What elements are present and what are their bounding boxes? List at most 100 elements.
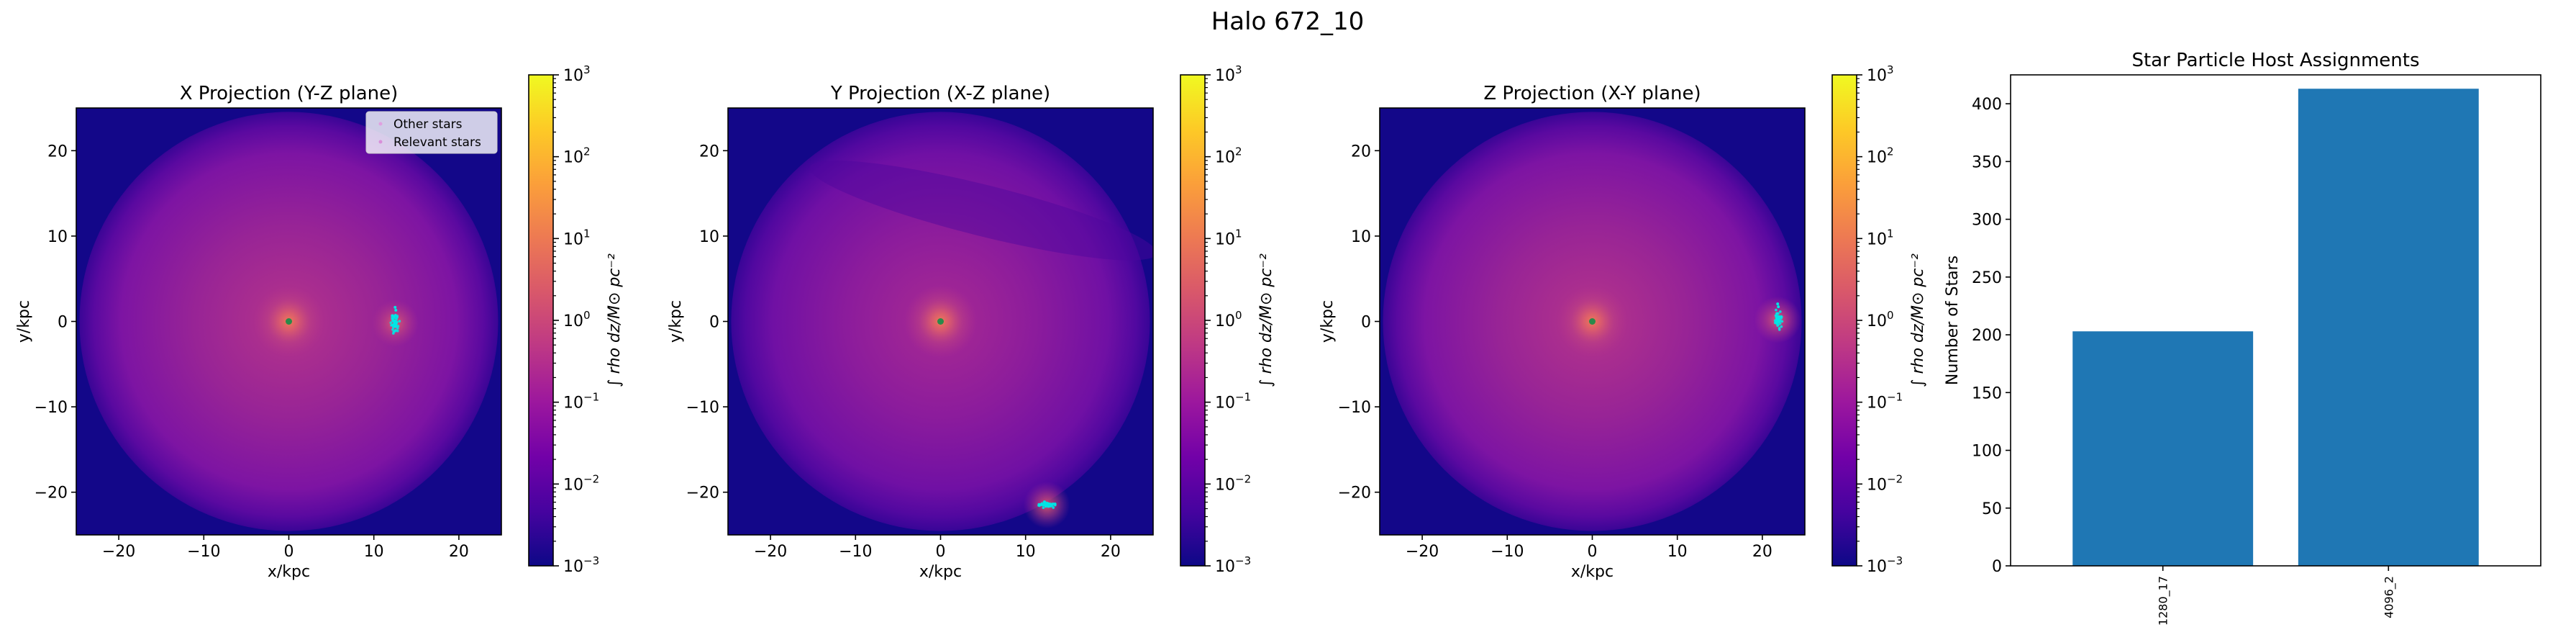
low-density-band	[809, 161, 1153, 261]
relevant-star-point	[1780, 325, 1783, 328]
density-field	[728, 108, 1153, 535]
colorbar-tick-label: 101	[1867, 227, 1894, 248]
projection-panel-1: −20 −10 0 10 20 −20 −10 0 10 20 X Projection (Y-Z …	[15, 63, 624, 581]
relevant-star-point	[1778, 328, 1781, 331]
x-tick-label: 10	[364, 543, 384, 561]
relevant-star-point	[1775, 320, 1778, 324]
panel-title: Z Projection (X-Y plane)	[1483, 83, 1701, 104]
x-axis-label: x/kpc	[1571, 563, 1614, 581]
relevant-star-point	[393, 305, 397, 309]
figure-title: Halo 672_10	[1211, 7, 1365, 36]
y-tick-label: 200	[1972, 327, 2002, 345]
colorbar-tick-label: 10−2	[563, 472, 599, 494]
relevant-star-point	[392, 325, 395, 329]
y-tick-label: −10	[35, 399, 68, 417]
y-axis-label: y/kpc	[667, 300, 685, 343]
panel-title: X Projection (Y-Z plane)	[180, 83, 399, 104]
x-tick-label: 10	[1016, 543, 1036, 561]
colorbar-tick-label: 103	[1867, 63, 1894, 85]
panel-title: Star Particle Host Assignments	[2131, 50, 2419, 71]
legend-marker-other-stars	[378, 122, 383, 126]
x-tick-label: −10	[839, 543, 872, 561]
colorbar-tick-label: 10−2	[1867, 472, 1903, 494]
colorbar-tick-label: 102	[563, 145, 591, 167]
relevant-star-point	[396, 325, 400, 328]
y-tick-label: 0	[58, 314, 68, 332]
colorbar: 10−3 10−2 10−1 100 101 102 103 ∫ rho dz/M⊙ pc⁻²	[528, 63, 624, 576]
relevant-star-point	[1042, 506, 1045, 509]
y-axis-label: y/kpc	[15, 300, 33, 343]
relevant-star-point	[1776, 324, 1779, 328]
y-tick-label: 0	[1361, 314, 1371, 332]
colorbar-gradient	[1831, 74, 1857, 567]
y-tick-label: 10	[47, 228, 68, 246]
y-tick-label: 350	[1972, 153, 2002, 171]
y-tick-label: −20	[35, 484, 68, 502]
x-tick-label: −10	[187, 543, 220, 561]
x-tick-label: 20	[1101, 543, 1121, 561]
colorbar-tick-label: 10−3	[563, 554, 599, 576]
x-tick-label: 20	[1752, 543, 1772, 561]
y-tick-label: −10	[1338, 399, 1371, 417]
relevant-star-point	[396, 329, 399, 333]
x-tick-label: −20	[754, 543, 787, 561]
relevant-star-point	[1052, 502, 1055, 505]
x-tick-label: −20	[102, 543, 135, 561]
y-axis-label: Number of Stars	[1944, 256, 1962, 385]
colorbar-tick-label: 102	[1867, 145, 1894, 167]
colorbar-tick-label: 101	[1215, 227, 1242, 248]
density-field	[76, 108, 501, 535]
relevant-star-point	[392, 315, 396, 317]
bar	[2298, 89, 2479, 566]
relevant-star-point	[1780, 320, 1784, 323]
relevant-star-point	[391, 317, 393, 320]
colorbar-tick-label: 101	[563, 227, 591, 248]
projection-panel-2: −20 −10 0 10 20 −20 −10 0 10 20 Y Projection (X-Z …	[667, 63, 1275, 581]
panel-title: Y Projection (X-Z plane)	[830, 83, 1050, 104]
x-tick-label: 0	[936, 543, 946, 561]
y-tick-label: 0	[1992, 558, 2002, 576]
colorbar-tick-label: 10−1	[563, 391, 599, 413]
relevant-star-point	[392, 332, 395, 335]
y-tick-label: 10	[699, 228, 719, 246]
colorbar-tick-label: 103	[563, 63, 591, 85]
colorbar-tick-label: 10−3	[1215, 554, 1251, 576]
colorbar-label: ∫ rho dz/M⊙ pc⁻²	[606, 253, 624, 387]
relevant-star-point	[396, 327, 399, 330]
x-tick-label: 1280_17	[2157, 576, 2171, 626]
y-tick-label: −20	[1338, 484, 1371, 502]
relevant-star-point	[1043, 501, 1046, 505]
x-tick-label: 0	[1588, 543, 1598, 561]
relevant-star-point	[1053, 503, 1057, 507]
colorbar-gradient	[1180, 74, 1206, 567]
y-axis-label: y/kpc	[1319, 300, 1337, 343]
relevant-star-point	[393, 323, 396, 326]
x-tick-label: −10	[1490, 543, 1524, 561]
x-tick-label: 10	[1667, 543, 1688, 561]
relevant-star-point	[1775, 308, 1778, 312]
colorbar-tick-label: 102	[1215, 145, 1242, 167]
y-tick-label: 0	[709, 314, 719, 332]
legend-marker-relevant-stars	[378, 140, 383, 144]
axes-frame	[2010, 74, 2541, 567]
y-tick-label: 20	[47, 143, 68, 161]
y-tick-label: 50	[1982, 500, 2002, 518]
bar	[2072, 331, 2254, 566]
colorbar-tick-label: 10−1	[1215, 391, 1251, 413]
x-tick-label: 4096_2	[2382, 576, 2396, 618]
y-tick-label: 400	[1972, 96, 2002, 114]
y-tick-label: 20	[1351, 143, 1371, 161]
colorbar-label: ∫ rho dz/M⊙ pc⁻²	[1257, 253, 1275, 387]
colorbar: 10−3 10−2 10−1 100 101 102 103 ∫ rho dz/M⊙ pc⁻²	[1831, 63, 1927, 576]
y-tick-label: 100	[1972, 443, 2002, 461]
relevant-star-point	[1780, 315, 1783, 318]
relevant-star-point	[1778, 320, 1781, 323]
central-galaxy-core	[286, 318, 292, 325]
relevant-star-point	[394, 325, 398, 328]
relevant-star-point	[389, 321, 393, 325]
y-tick-label: 20	[699, 143, 719, 161]
x-tick-label: −20	[1406, 543, 1439, 561]
colorbar-tick-label: 100	[563, 309, 591, 330]
colorbar-tick-label: 10−2	[1215, 472, 1251, 494]
relevant-star-point	[393, 320, 396, 323]
